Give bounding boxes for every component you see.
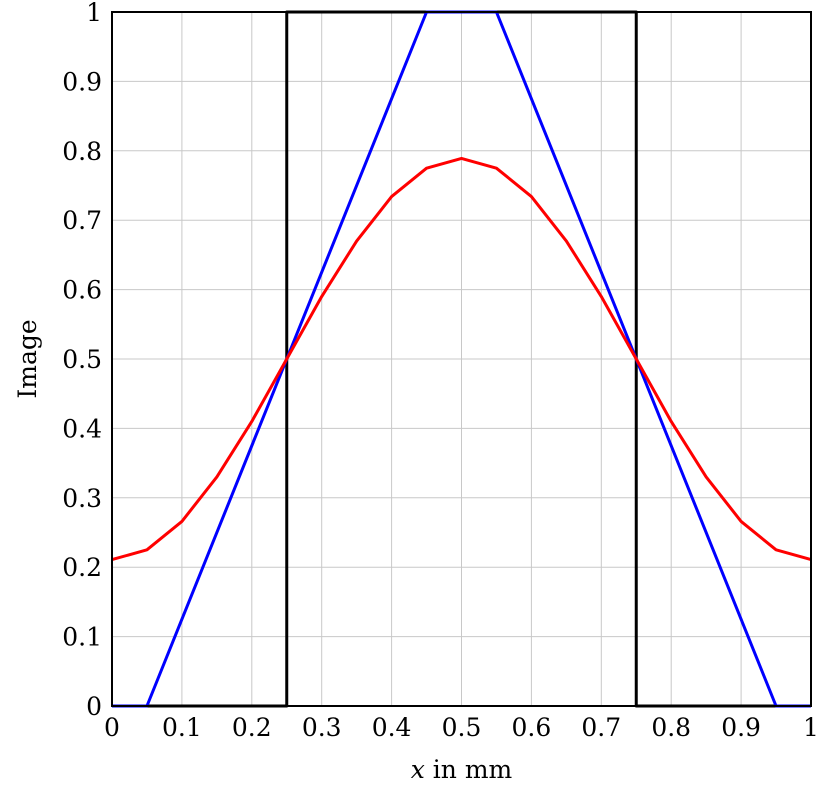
plot-frame — [111, 11, 812, 707]
x-tick-label: 0.1 — [162, 713, 202, 742]
x-tick-label: 0.9 — [721, 713, 761, 742]
x-tick-label: 0.6 — [512, 713, 552, 742]
y-tick-label: 0 — [86, 692, 102, 721]
y-tick-label: 0.7 — [62, 206, 102, 235]
x-tick-label: 0.3 — [302, 713, 342, 742]
series-line-3 — [111, 156, 812, 562]
grid — [111, 11, 812, 707]
x-tick-label: 0 — [104, 713, 120, 742]
y-tick-label: 1 — [86, 0, 102, 27]
x-tick-label: 0.5 — [442, 713, 482, 742]
y-tick-label: 0.2 — [62, 553, 102, 582]
x-tick-label: 0.2 — [232, 713, 272, 742]
x-axis-label: x in mm — [411, 755, 513, 784]
y-tick-labels: 0 0.1 0.2 0.3 0.4 0.5 0.6 0.7 0.8 0.9 1 — [62, 0, 102, 721]
x-tick-label: 1 — [803, 713, 819, 742]
y-tick-label: 0.4 — [62, 414, 102, 443]
x-tick-label: 0.4 — [372, 713, 412, 742]
y-tick-label: 0.9 — [62, 67, 102, 96]
y-axis-label: Image — [13, 319, 42, 398]
y-tick-label: 0.1 — [62, 623, 102, 652]
x-axis-label-rest: in mm — [425, 755, 513, 784]
x-tick-label: 0.7 — [581, 713, 621, 742]
y-tick-label: 0.3 — [62, 484, 102, 513]
x-tick-labels: 0 0.1 0.2 0.3 0.4 0.5 0.6 0.7 0.8 0.9 1 — [104, 713, 819, 742]
y-tick-label: 0.5 — [62, 345, 102, 374]
x-tick-label: 0.8 — [651, 713, 691, 742]
x-axis-label-var: x — [411, 755, 425, 784]
y-tick-label: 0.8 — [62, 137, 102, 166]
y-tick-label: 0.6 — [62, 276, 102, 305]
